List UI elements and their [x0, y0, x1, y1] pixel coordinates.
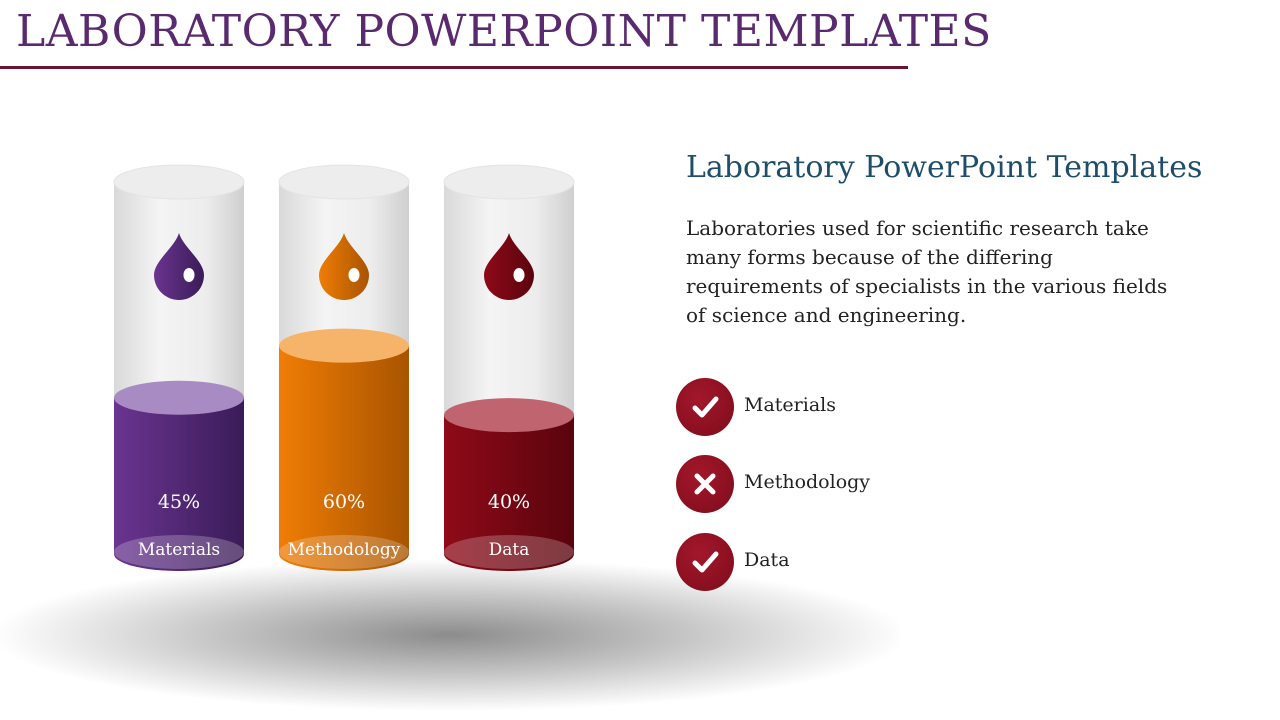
drop-highlight	[513, 268, 525, 282]
cross-badge	[676, 455, 734, 513]
checklist-label: Materials	[744, 394, 836, 416]
drop-highlight	[348, 268, 360, 282]
cylinder-label: Methodology	[287, 540, 401, 560]
cylinder-label: Data	[488, 540, 530, 560]
liquid-fill	[114, 397, 244, 571]
glass-top	[278, 164, 410, 200]
liquid-base	[114, 535, 244, 569]
cylinder-graphic	[113, 164, 245, 571]
drop-icon	[319, 233, 369, 300]
cylinder-graphic	[443, 164, 575, 571]
cylinder-materials: 45% Materials	[113, 148, 245, 576]
liquid-base	[444, 535, 574, 569]
cylinder-percent: 45%	[157, 491, 201, 513]
liquid-fill	[444, 415, 574, 571]
drop-highlight	[183, 268, 195, 282]
page-title: LABORATORY POWERPOINT TEMPLATES	[16, 6, 992, 57]
floor-shadow	[0, 560, 900, 710]
cylinder-data: 40% Data	[443, 148, 575, 576]
liquid-surface	[279, 328, 409, 363]
cylinder-percent: 40%	[487, 491, 531, 513]
checklist-item-methodology: Methodology	[676, 455, 996, 513]
cross-icon	[694, 473, 716, 495]
info-heading: Laboratory PowerPoint Templates	[686, 150, 1203, 185]
cylinder-methodology: 60% Methodology	[278, 148, 410, 576]
liquid-surface	[114, 380, 244, 415]
liquid-fill	[279, 345, 409, 571]
cylinder-percent: 60%	[322, 491, 366, 513]
glass-top	[443, 164, 575, 200]
check-icon	[692, 396, 719, 418]
glass-top	[113, 164, 245, 200]
liquid-base	[279, 535, 409, 569]
cylinder-label: Materials	[137, 540, 221, 560]
drop-icon	[154, 233, 204, 300]
info-body: Laboratories used for scientific researc…	[686, 216, 1168, 327]
title-underline	[0, 66, 908, 69]
check-icon	[692, 551, 719, 573]
checklist-label: Data	[744, 549, 790, 571]
checklist-item-data: Data	[676, 533, 996, 591]
drop-icon	[484, 233, 534, 300]
check-badge	[676, 533, 734, 591]
liquid-surface	[444, 398, 574, 433]
cylinder-graphic	[278, 164, 410, 571]
checklist-item-materials: Materials	[676, 378, 996, 436]
check-badge	[676, 378, 734, 436]
checklist-label: Methodology	[744, 471, 871, 493]
